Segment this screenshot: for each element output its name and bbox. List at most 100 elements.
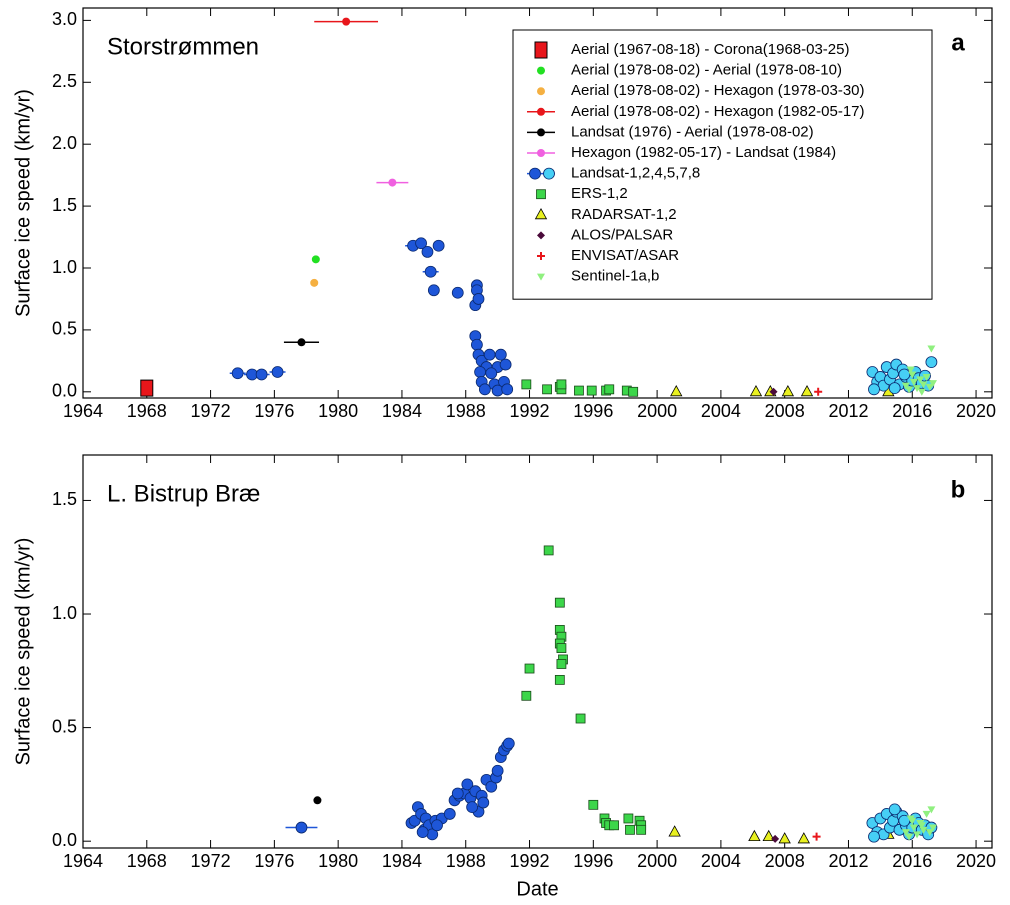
x-tick-label: 1972 xyxy=(191,851,231,871)
y-tick-label: 1.0 xyxy=(52,257,77,277)
marker xyxy=(536,189,546,200)
legend-label: ENVISAT/ASAR xyxy=(571,247,679,264)
marker xyxy=(797,832,810,844)
marker xyxy=(421,246,434,258)
marker xyxy=(483,348,496,361)
y-tick-label: 1.5 xyxy=(52,489,77,509)
marker xyxy=(521,690,532,701)
marker xyxy=(477,796,490,809)
marker xyxy=(342,17,351,26)
x-tick-label: 2016 xyxy=(892,401,932,421)
y-tick-label: 2.0 xyxy=(52,133,77,153)
marker xyxy=(313,796,322,805)
legend-label: Aerial (1978-08-02) - Aerial (1978-08-10… xyxy=(571,62,842,79)
marker xyxy=(501,383,514,396)
marker xyxy=(625,824,635,835)
x-axis-label: Date xyxy=(516,878,558,900)
marker xyxy=(668,825,681,837)
x-tick-label: 2008 xyxy=(765,851,805,871)
marker xyxy=(494,348,507,361)
marker xyxy=(800,384,814,397)
y-tick-label: 0.0 xyxy=(52,381,77,401)
marker xyxy=(762,829,775,842)
y-tick-label: 0.0 xyxy=(52,830,77,850)
marker xyxy=(537,252,545,260)
marker xyxy=(604,384,615,395)
marker xyxy=(749,384,763,397)
marker xyxy=(909,824,918,832)
x-tick-label: 2000 xyxy=(637,851,677,871)
marker xyxy=(310,278,319,287)
panel-label: a xyxy=(951,29,965,56)
marker xyxy=(916,376,925,384)
x-tick-label: 2000 xyxy=(637,401,677,421)
y-tick-label: 2.5 xyxy=(52,71,77,91)
marker xyxy=(521,379,532,390)
marker xyxy=(917,822,926,830)
marker xyxy=(908,817,917,825)
marker xyxy=(556,379,567,390)
marker xyxy=(927,806,936,814)
marker xyxy=(609,820,619,831)
x-tick-label: 2016 xyxy=(892,851,932,871)
marker xyxy=(868,830,880,843)
marker xyxy=(888,803,901,816)
marker xyxy=(543,545,554,556)
marker xyxy=(554,674,565,685)
marker xyxy=(781,384,795,397)
marker xyxy=(913,831,922,839)
marker xyxy=(588,799,599,810)
x-tick-label: 2012 xyxy=(828,851,868,871)
marker xyxy=(778,832,791,844)
legend-frame xyxy=(512,29,933,300)
marker xyxy=(556,643,567,653)
marker xyxy=(472,293,485,305)
y-axis-label: Surface ice speed (km/yr) xyxy=(12,538,34,766)
marker xyxy=(537,66,545,75)
legend-label: Hexagon (1982-05-17) - Landsat (1984) xyxy=(571,144,836,161)
x-tick-label: 2020 xyxy=(956,401,996,421)
x-tick-label: 2012 xyxy=(828,401,868,421)
marker xyxy=(537,128,545,137)
marker xyxy=(311,255,320,264)
panel-label: b xyxy=(951,476,966,503)
marker xyxy=(542,384,552,395)
x-tick-label: 1972 xyxy=(191,401,231,421)
marker xyxy=(575,713,586,724)
x-tick-label: 1980 xyxy=(318,401,358,421)
marker xyxy=(928,824,937,832)
y-axis-label: Surface ice speed (km/yr) xyxy=(12,89,34,317)
marker xyxy=(814,387,823,396)
marker xyxy=(534,207,548,220)
marker xyxy=(636,824,647,835)
y-tick-label: 0.5 xyxy=(52,319,77,339)
panel-title: Storstrømmen xyxy=(107,33,259,60)
legend-label: Aerial (1978-08-02) - Hexagon (1982-05-1… xyxy=(571,103,865,120)
marker xyxy=(524,663,535,674)
marker xyxy=(906,366,915,374)
marker xyxy=(534,41,548,59)
marker xyxy=(537,273,545,281)
y-tick-label: 3.0 xyxy=(52,9,77,29)
marker xyxy=(919,826,928,834)
marker xyxy=(491,764,504,777)
marker xyxy=(913,385,922,393)
marker xyxy=(461,778,474,791)
marker xyxy=(927,345,936,353)
plot-frame xyxy=(82,7,993,399)
legend-label: RADARSAT-1,2 xyxy=(571,206,677,223)
legend-label: ALOS/PALSAR xyxy=(571,226,673,243)
legend: Aerial (1967-08-18) - Corona(1968-03-25)… xyxy=(512,29,933,300)
marker xyxy=(925,356,938,368)
marker xyxy=(432,239,445,252)
x-tick-label: 1988 xyxy=(446,851,486,871)
x-tick-label: 1988 xyxy=(446,401,486,421)
marker xyxy=(474,366,486,378)
marker xyxy=(586,385,597,396)
plot-frame xyxy=(82,454,993,849)
x-tick-label: 1976 xyxy=(254,401,294,421)
marker xyxy=(388,178,397,187)
marker xyxy=(928,380,937,388)
marker xyxy=(466,801,479,814)
